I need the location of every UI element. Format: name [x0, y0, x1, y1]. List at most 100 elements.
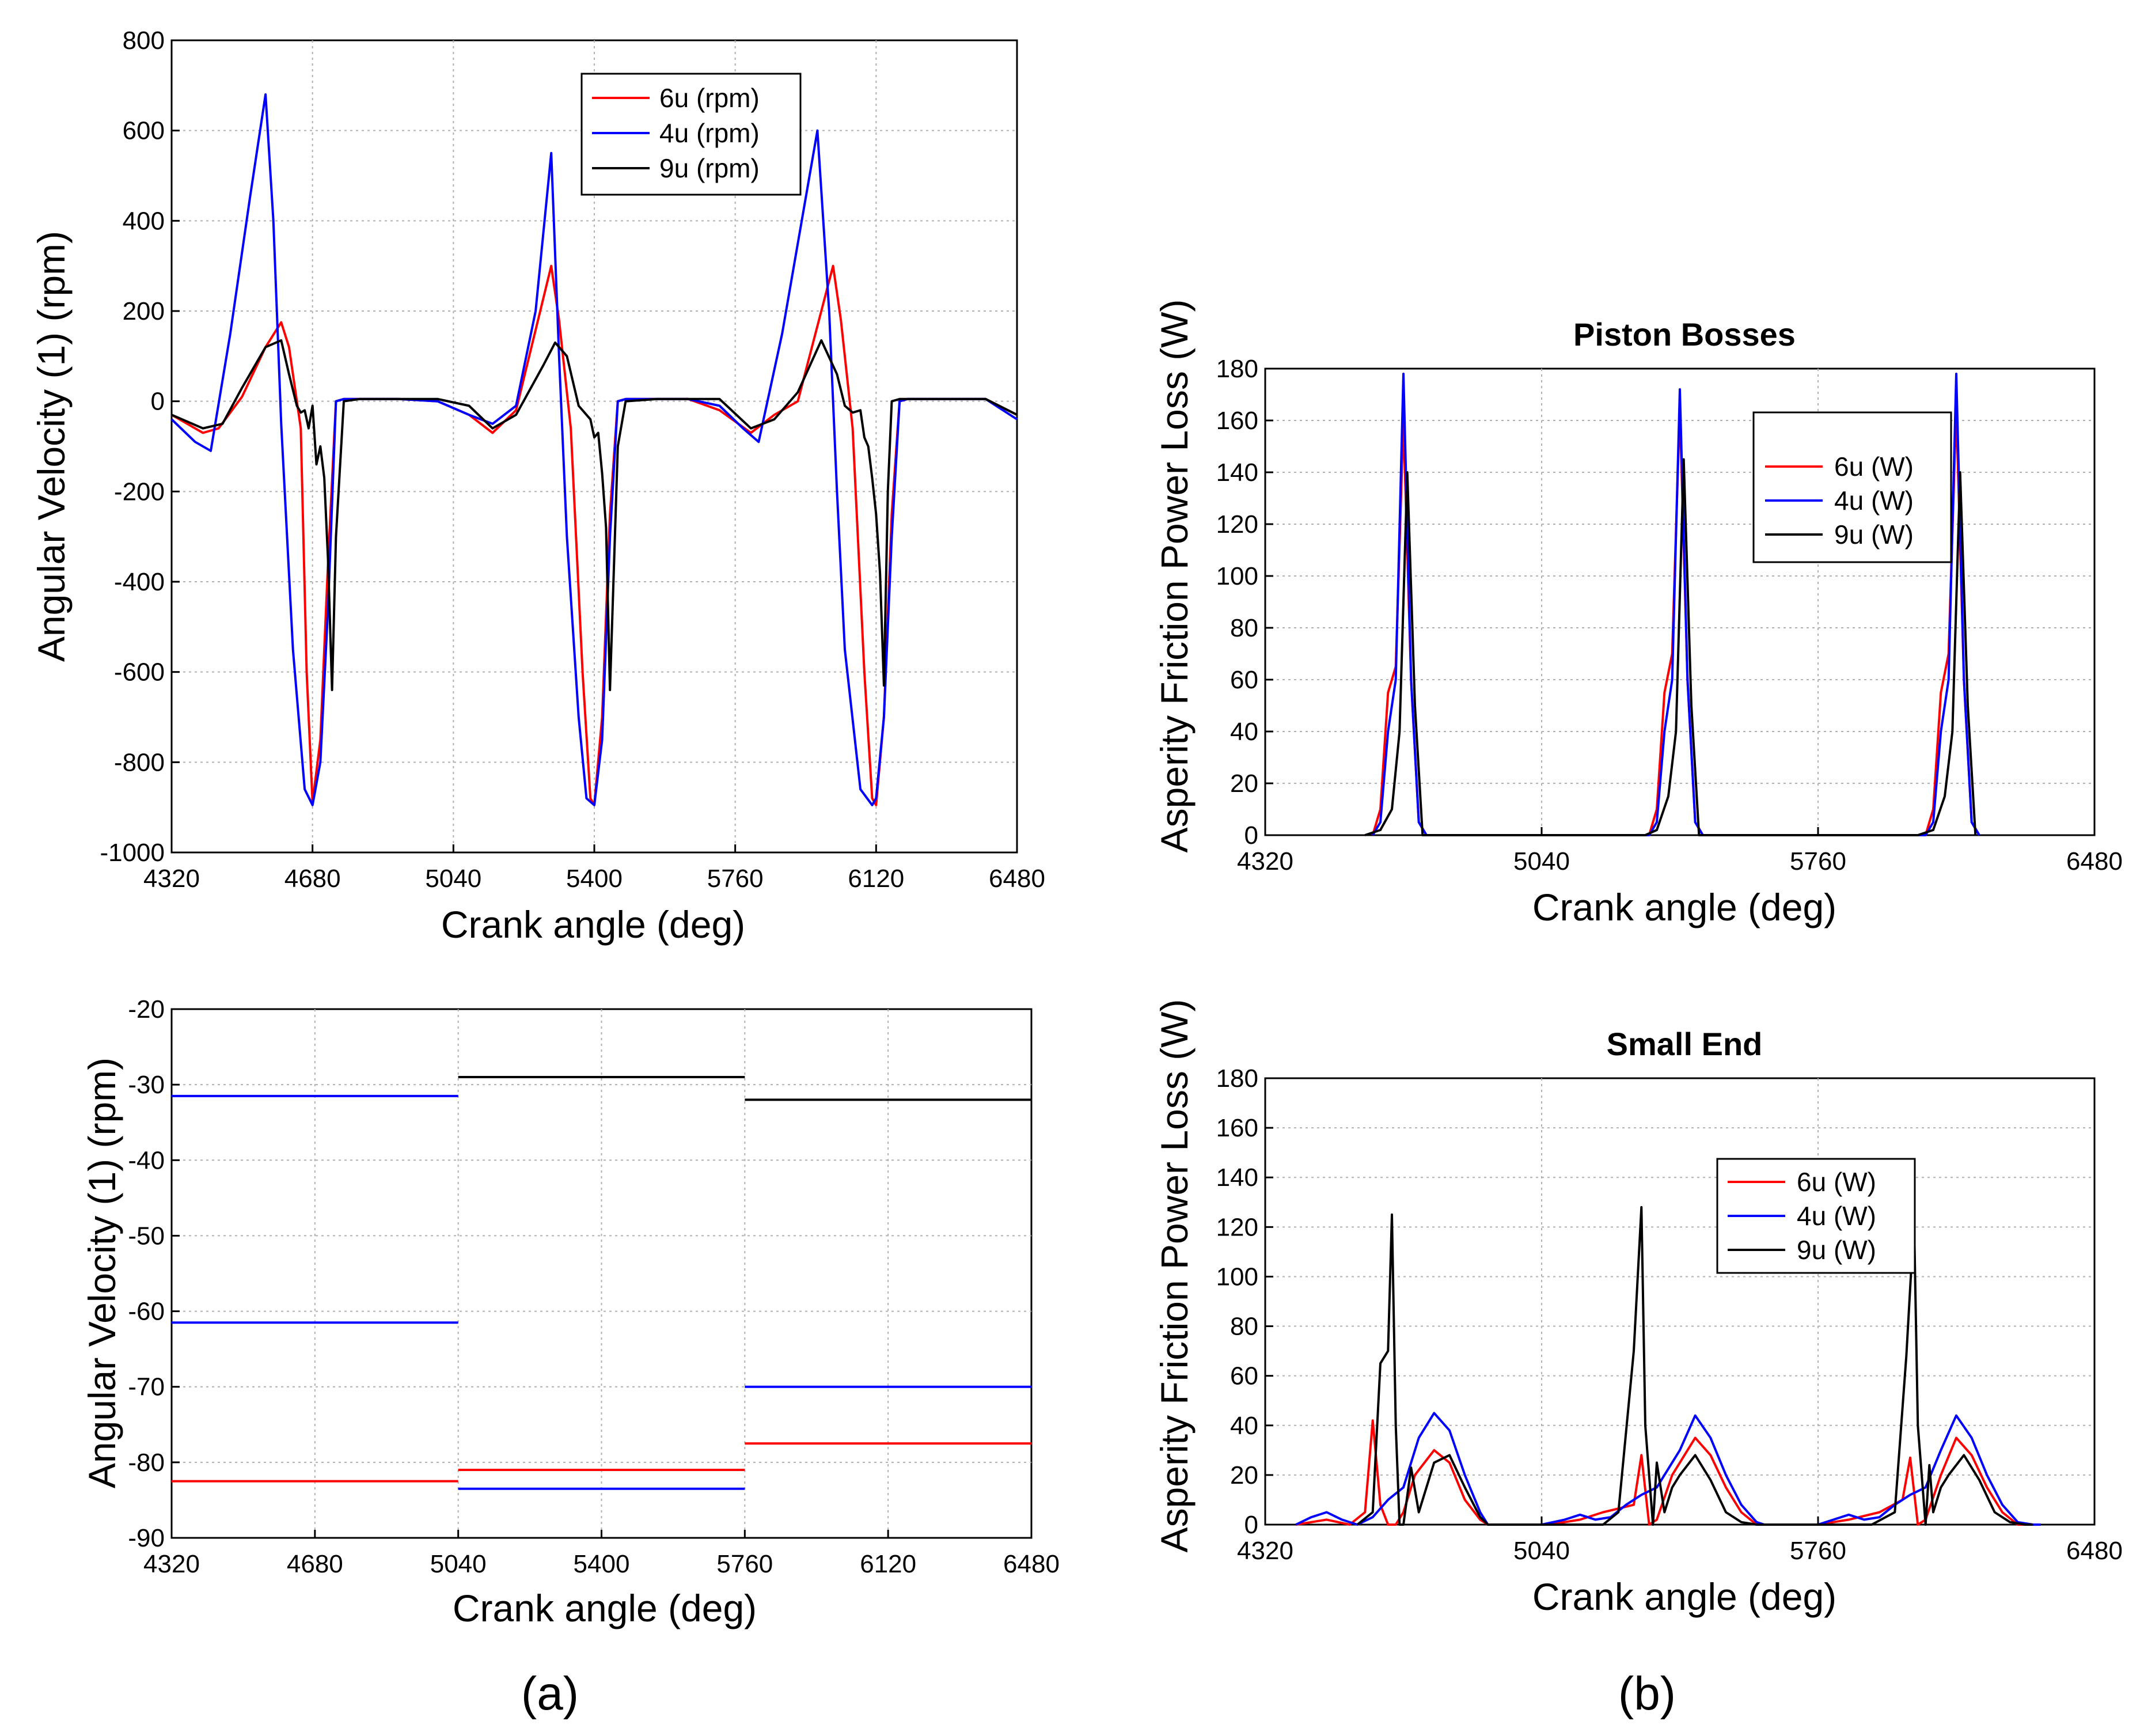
legend-label-6u: 6u (W)	[1797, 1167, 1876, 1197]
caption-b: (b)	[1618, 1667, 1676, 1720]
series-line-9u	[171, 339, 1018, 691]
legend-label-4u: 4u (W)	[1834, 486, 1914, 516]
y-tick-label: 60	[1230, 1362, 1258, 1390]
y-tick-label: 100	[1216, 562, 1258, 590]
legend-label-6u: 6u (W)	[1834, 452, 1914, 482]
chart-a-top-ylabel: Angular Velocity (1) (rpm)	[30, 231, 73, 662]
y-tick-label: 160	[1216, 1114, 1258, 1142]
x-tick-label: 5040	[1513, 847, 1570, 875]
series-line-9u	[1356, 1206, 2033, 1526]
x-tick-label: 5040	[1513, 1537, 1570, 1565]
chart-a-top-yticks: -1000 -800 -600 -400 -200 0 200 400 600 800	[100, 26, 165, 867]
series-line-6u	[171, 264, 1018, 806]
chart-a-top-xticks: 4320 4680 5040 5400 5760 6120 6480	[143, 865, 1045, 893]
chart-b-bottom-series	[1295, 1206, 2041, 1526]
x-tick-label: 6480	[2066, 847, 2123, 875]
legend-label-9u: 9u (W)	[1834, 520, 1914, 549]
y-tick-label: -60	[128, 1298, 165, 1326]
y-tick-label: 140	[1216, 1163, 1258, 1192]
x-tick-label: 6120	[860, 1550, 916, 1578]
chart-b-bottom: Small End 0 20 40 60 80 100 120 140 160 180 4320 5…	[1153, 999, 2123, 1618]
chart-b-bottom-xlabel: Crank angle (deg)	[1532, 1575, 1836, 1618]
x-tick-label: 5760	[707, 865, 764, 893]
chart-b-top: Piston Bosses 0 20 40 60 80 100 120 140 160 180 4…	[1153, 300, 2123, 928]
chart-a-top-series	[170, 93, 1018, 806]
y-tick-label: 120	[1216, 1213, 1258, 1241]
y-tick-label: 600	[123, 117, 165, 145]
y-tick-label: -80	[128, 1449, 165, 1477]
chart-a-bottom-series	[172, 1076, 1031, 1490]
x-tick-label: 6120	[848, 865, 904, 893]
y-tick-label: 0	[151, 388, 165, 416]
chart-a-bottom-grid	[170, 1008, 1033, 1539]
y-tick-label: 40	[1230, 1412, 1258, 1440]
chart-a-top-xlabel: Crank angle (deg)	[441, 903, 745, 946]
y-tick-label: -20	[128, 995, 165, 1024]
chart-a-bottom-ylabel: Angular Velocity (1) (rpm)	[81, 1057, 123, 1488]
chart-a-top: -1000 -800 -600 -400 -200 0 200 400 600 800 4320 4…	[30, 26, 1045, 946]
y-tick-label: -600	[114, 658, 165, 687]
chart-b-top-yticks: 0 20 40 60 80 100 120 140 160 180	[1216, 355, 1258, 850]
chart-b-top-xticks: 4320 5040 5760 6480	[1237, 847, 2123, 875]
legend-label-9u: 9u (rpm)	[659, 153, 760, 183]
y-tick-label: 800	[123, 26, 165, 55]
chart-b-top-series	[1364, 373, 1980, 836]
legend-label-9u: 9u (W)	[1797, 1235, 1876, 1265]
y-tick-label: 180	[1216, 355, 1258, 383]
x-tick-label: 6480	[989, 865, 1045, 893]
y-tick-label: -40	[128, 1146, 165, 1174]
chart-a-bottom-xlabel: Crank angle (deg)	[453, 1587, 757, 1629]
y-tick-label: 20	[1230, 770, 1258, 798]
y-tick-label: -70	[128, 1373, 165, 1401]
legend-box	[1752, 411, 1952, 563]
x-tick-label: 6480	[2066, 1537, 2123, 1565]
chart-a-bottom: -90 -80 -70 -60 -50 -40 -30 -20 4320 4680 5040 540…	[81, 995, 1060, 1629]
x-tick-label: 5040	[430, 1550, 487, 1578]
chart-b-bottom-ylabel: Asperity Friction Power Loss (W)	[1153, 999, 1196, 1553]
y-tick-label: 120	[1216, 510, 1258, 539]
chart-b-bottom-legend: 6u (W) 4u (W) 9u (W)	[1716, 1158, 1916, 1274]
y-tick-label: 80	[1230, 1313, 1258, 1341]
chart-a-top-legend: 6u (rpm) 4u (rpm) 9u (rpm)	[580, 73, 802, 196]
chart-a-bottom-xticks: 4320 4680 5040 5400 5760 6120 6480	[143, 1550, 1060, 1578]
caption-a: (a)	[521, 1667, 579, 1720]
y-tick-label: -30	[128, 1071, 165, 1099]
chart-b-top-title: Piston Bosses	[1573, 316, 1796, 352]
x-tick-label: 4320	[143, 865, 200, 893]
y-tick-label: 40	[1230, 718, 1258, 746]
y-tick-label: 0	[1244, 821, 1258, 850]
chart-b-top-ylabel: Asperity Friction Power Loss (W)	[1153, 300, 1196, 853]
x-tick-label: 4320	[143, 1550, 200, 1578]
chart-a-bottom-yticks: -90 -80 -70 -60 -50 -40 -30 -20	[128, 995, 165, 1552]
legend-label-6u: 6u (rpm)	[659, 83, 760, 113]
chart-b-top-xlabel: Crank angle (deg)	[1532, 886, 1836, 928]
x-tick-label: 4680	[287, 1550, 343, 1578]
chart-b-bottom-title: Small End	[1607, 1026, 1763, 1062]
x-tick-label: 4320	[1237, 847, 1293, 875]
y-tick-label: -200	[114, 477, 165, 506]
series-line-4u	[1371, 373, 1980, 836]
series-line-6u	[1295, 1419, 2041, 1526]
y-tick-label: 0	[1244, 1511, 1258, 1539]
y-tick-label: 200	[123, 297, 165, 325]
chart-b-top-legend: 6u (W) 4u (W) 9u (W)	[1752, 411, 1952, 563]
chart-b-bottom-xticks: 4320 5040 5760 6480	[1237, 1537, 2123, 1565]
y-tick-label: -50	[128, 1222, 165, 1250]
x-tick-label: 5400	[574, 1550, 630, 1578]
y-tick-label: 60	[1230, 666, 1258, 694]
y-tick-label: 100	[1216, 1263, 1258, 1291]
y-tick-label: 160	[1216, 407, 1258, 435]
series-line-9u	[1364, 458, 1977, 836]
x-tick-label: 6480	[1003, 1550, 1060, 1578]
y-tick-label: 400	[123, 207, 165, 235]
y-tick-label: -400	[114, 568, 165, 596]
series-line-4u	[1295, 1412, 2041, 1526]
x-tick-label: 5760	[1790, 847, 1846, 875]
x-tick-label: 5040	[425, 865, 481, 893]
x-tick-label: 5400	[566, 865, 623, 893]
x-tick-label: 5760	[1790, 1537, 1846, 1565]
y-tick-label: -800	[114, 748, 165, 776]
y-tick-label: 20	[1230, 1461, 1258, 1489]
y-tick-label: -1000	[100, 839, 165, 867]
legend-label-4u: 4u (rpm)	[659, 118, 760, 148]
